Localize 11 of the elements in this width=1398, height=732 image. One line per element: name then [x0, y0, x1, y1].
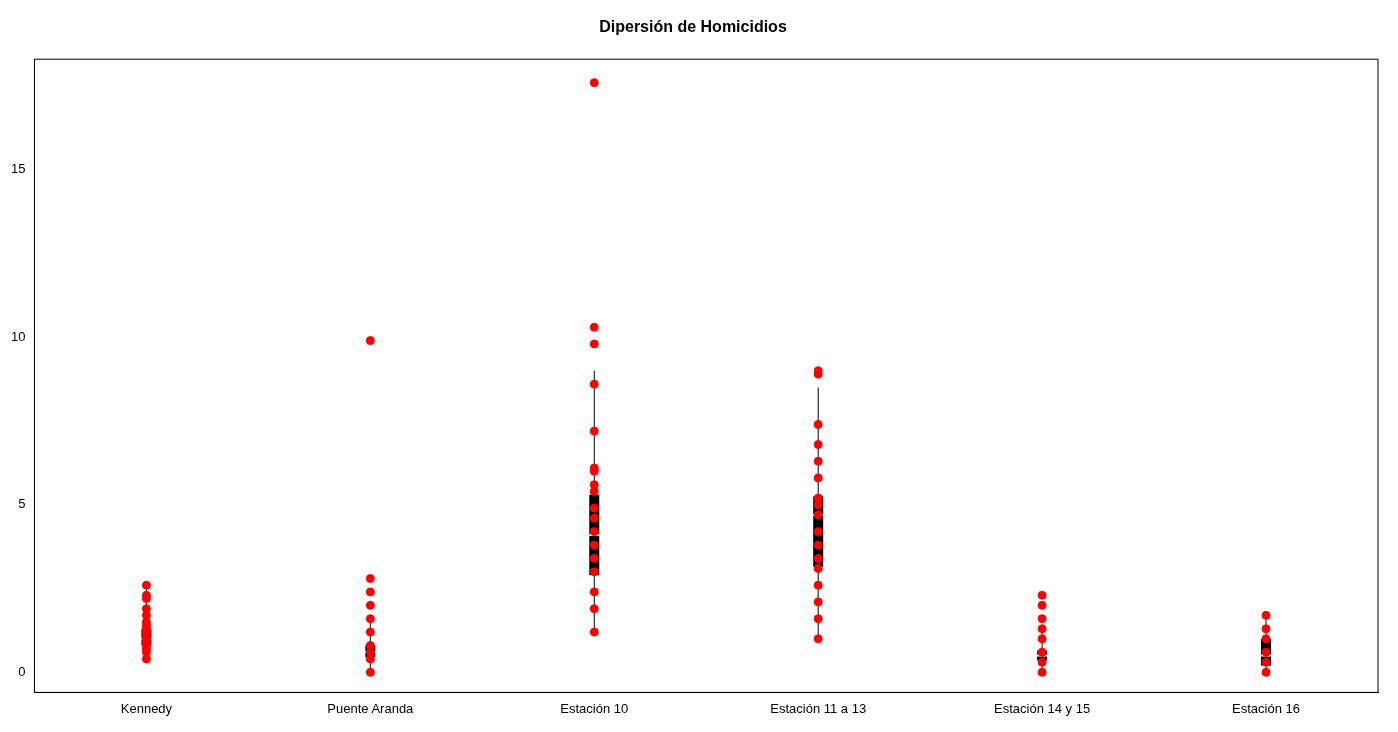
x-tick-label: Estación 14 y 15: [994, 700, 1091, 716]
y-tick-label: 0: [18, 663, 26, 679]
y-tick-label: 10: [10, 328, 26, 344]
x-tick-label: Kennedy: [120, 700, 173, 716]
x-tick-label: Estación 10: [560, 700, 629, 716]
y-tick-label: 5: [18, 496, 26, 512]
x-tick-label: Estación 11 a 13: [770, 700, 867, 716]
chart-title: Dipersión de Homicidios: [599, 18, 787, 36]
y-tick-label: 15: [10, 161, 26, 177]
x-tick-label: Puente Aranda: [327, 700, 415, 716]
x-tick-label: Estación 16: [1232, 700, 1301, 716]
